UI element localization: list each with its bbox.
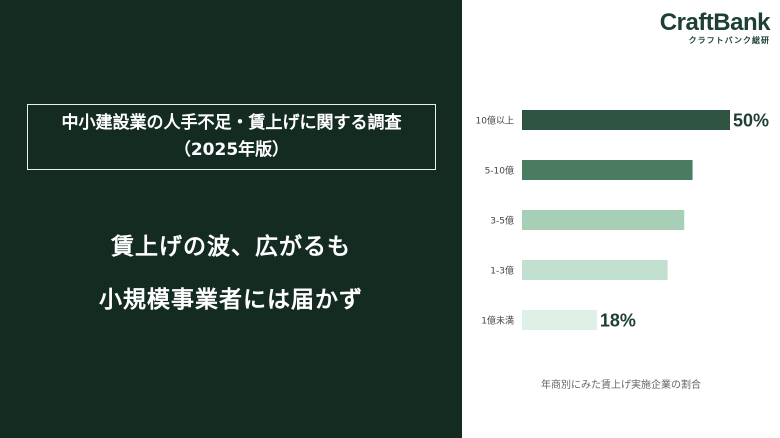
chart-caption: 年商別にみた賃上げ実施企業の割合 [541, 380, 701, 391]
survey-edition: （2025年版） [173, 140, 290, 160]
headline-line-1: 賃上げの波、広がるも [111, 234, 351, 260]
category-label: 1億未満 [481, 315, 514, 327]
data-label: 50% [733, 111, 769, 131]
logo-subtitle: クラフトバンク総研 [688, 36, 770, 45]
bar [522, 310, 597, 330]
headline-line-2: 小規模事業者には届かず [99, 287, 363, 313]
category-label: 3-5億 [490, 215, 514, 227]
survey-title: 中小建設業の人手不足・賃上げに関する調査 [61, 113, 402, 133]
data-label: 18% [600, 311, 636, 331]
logo-name: CraftBank [659, 9, 771, 36]
left-panel: 中小建設業の人手不足・賃上げに関する調査 （2025年版） 賃上げの波、広がるも… [0, 0, 462, 438]
category-label: 5-10億 [485, 165, 514, 177]
craftbank-logo: CraftBank クラフトバンク総研 [659, 9, 771, 46]
bar [522, 110, 730, 130]
category-label: 10億以上 [476, 115, 514, 127]
category-label: 1-3億 [490, 265, 514, 277]
bar [522, 160, 693, 180]
bar-chart: 10億以上 50% 5-10億 3-5億 1-3億 1億未満 18% [476, 110, 769, 331]
bar [522, 260, 668, 280]
bar [522, 210, 685, 230]
survey-title-box: 中小建設業の人手不足・賃上げに関する調査 （2025年版） [27, 104, 436, 170]
